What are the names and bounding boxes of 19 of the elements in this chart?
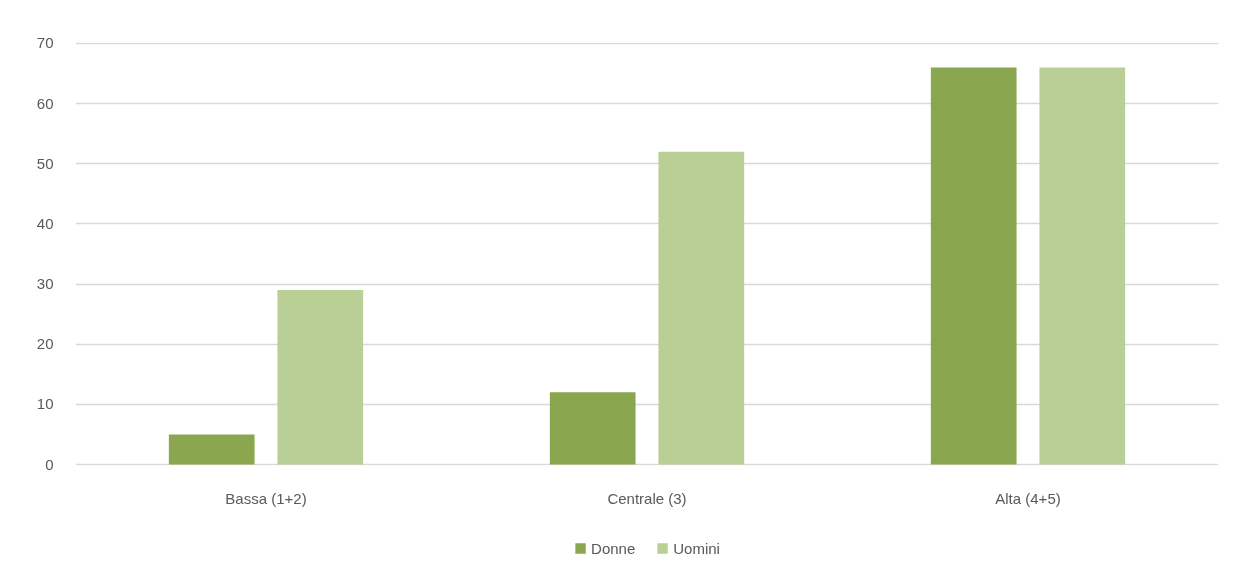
legend-label: Uomini [673,539,720,557]
bar [549,392,636,465]
bar [277,290,364,465]
bar [168,434,255,465]
x-tick-label: Centrale (3) [607,489,687,507]
bar [930,67,1017,465]
y-tick-label: 40 [36,214,54,232]
y-tick-label: 20 [36,335,54,353]
legend-label: Donne [591,539,636,557]
y-tick-label: 50 [36,154,54,172]
y-tick-label: 70 [36,34,54,52]
y-tick-label: 60 [36,94,54,112]
y-tick-label: 0 [45,455,54,473]
x-tick-label: Bassa (1+2) [225,489,307,507]
bar [1039,67,1126,465]
y-tick-label: 30 [36,275,54,293]
x-tick-label: Alta (4+5) [995,489,1061,507]
bar [658,151,745,465]
y-tick-label: 10 [36,395,54,413]
